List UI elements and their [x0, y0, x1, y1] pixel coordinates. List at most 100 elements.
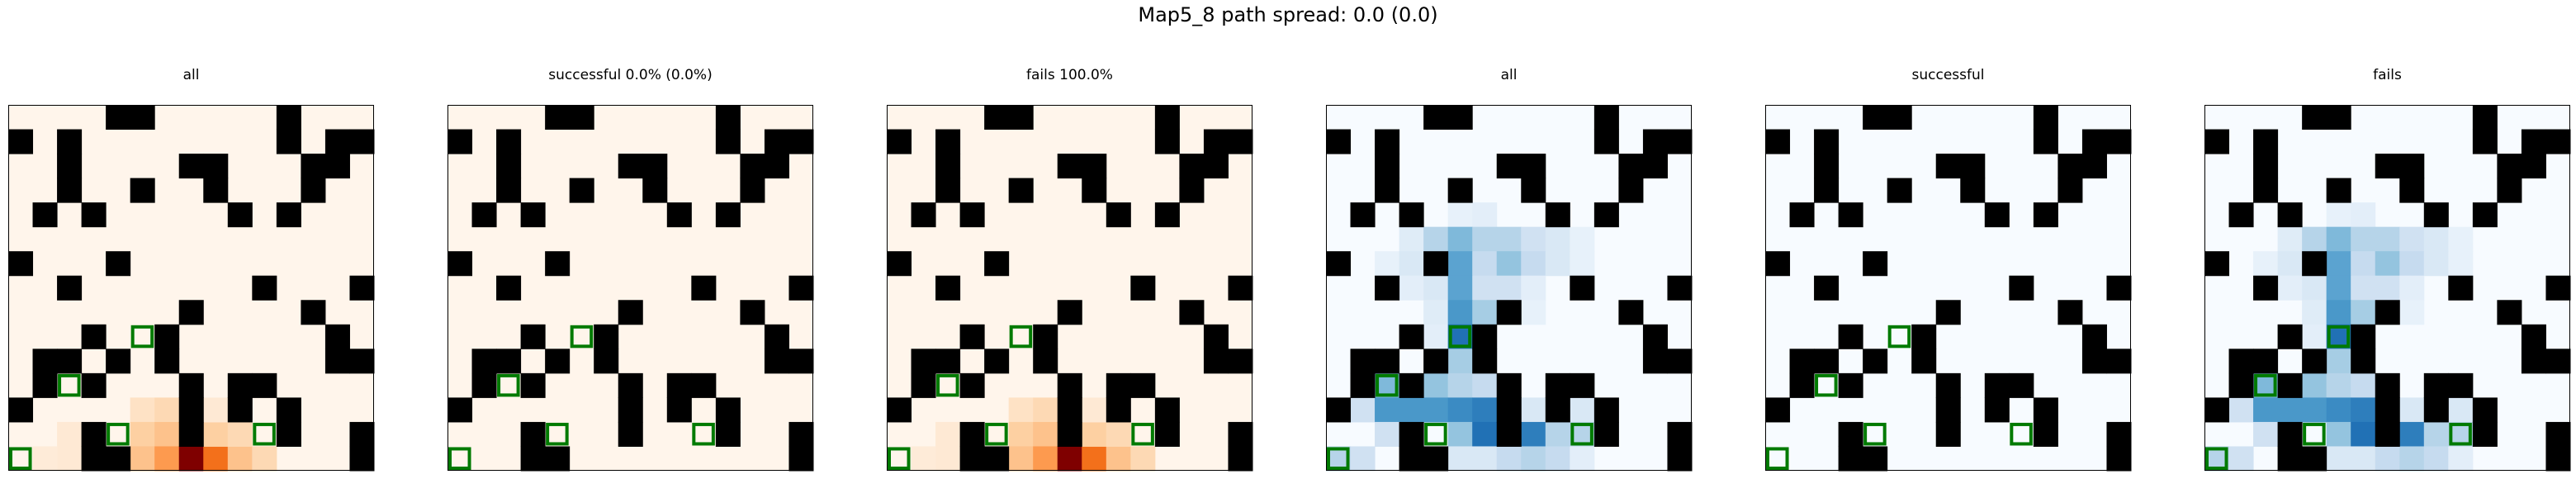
heatmap-cell — [1521, 251, 1546, 277]
wall-cell — [1399, 446, 1424, 472]
wall-cell — [520, 324, 546, 349]
wall-cell — [1545, 397, 1570, 423]
wall-cell — [569, 105, 594, 130]
wall-cell — [1496, 372, 1522, 398]
wall-cell — [349, 129, 375, 154]
wall-cell — [1911, 349, 1937, 374]
wall-cell — [130, 178, 155, 203]
wall-cell — [2057, 300, 2083, 325]
wall-cell — [1593, 397, 1619, 423]
wall-cell — [1838, 421, 1863, 447]
wall-cell — [959, 324, 985, 349]
wall-cell — [276, 129, 301, 154]
wall-cell — [1472, 349, 1498, 374]
heatmap-cell — [1472, 397, 1498, 423]
wall-cell — [764, 349, 789, 374]
wall-cell — [2081, 324, 2107, 349]
heatmap-cell — [2448, 446, 2474, 472]
wall-cell — [2448, 372, 2474, 398]
goal-marker — [2327, 325, 2351, 349]
wall-cell — [1375, 178, 1400, 203]
wall-cell — [1570, 372, 1595, 398]
wall-cell — [1521, 178, 1546, 203]
wall-cell — [1935, 300, 1961, 325]
wall-cell — [715, 397, 741, 423]
heatmap-cell — [1521, 446, 1546, 472]
wall-cell — [1863, 105, 1888, 130]
heatmap-cell — [1570, 251, 1595, 277]
wall-cell — [1984, 202, 2010, 228]
wall-cell — [1350, 349, 1376, 374]
heatmap-cell — [1472, 300, 1498, 325]
wall-cell — [1228, 421, 1253, 447]
wall-cell — [349, 349, 375, 374]
wall-cell — [520, 202, 546, 228]
goal-marker — [2254, 373, 2277, 397]
heatmap-cell — [1545, 421, 1570, 447]
wall-cell — [1423, 446, 1449, 472]
goal-marker — [1570, 422, 1593, 446]
wall-cell — [764, 129, 789, 154]
wall-cell — [57, 154, 83, 179]
wall-cell — [2351, 349, 2376, 374]
wall-cell — [1154, 105, 1180, 130]
wall-cell — [2228, 349, 2254, 374]
heatmap-cell — [1350, 397, 1376, 423]
wall-cell — [1350, 372, 1376, 398]
wall-cell — [2204, 129, 2230, 154]
wall-cell — [1887, 178, 1912, 203]
wall-cell — [8, 251, 34, 277]
wall-cell — [2497, 300, 2522, 325]
heatmap-cell — [2399, 446, 2425, 472]
wall-cell — [935, 129, 961, 154]
wall-cell — [1789, 202, 1815, 228]
wall-cell — [106, 251, 131, 277]
heatmap-cell — [1570, 446, 1595, 472]
wall-cell — [2106, 421, 2132, 447]
goal-marker — [936, 373, 959, 397]
heatmap-cell — [1423, 397, 1449, 423]
wall-cell — [1838, 202, 1863, 228]
wall-cell — [2302, 251, 2327, 277]
wall-cell — [1399, 324, 1424, 349]
heatmap-cell — [1472, 421, 1498, 447]
wall-cell — [715, 421, 741, 447]
wall-cell — [496, 129, 522, 154]
heatmap-cell — [2423, 226, 2449, 252]
wall-cell — [1228, 129, 1253, 154]
wall-cell — [1375, 275, 1400, 301]
wall-cell — [935, 275, 961, 301]
wall-cell — [764, 324, 789, 349]
wall-cell — [1447, 105, 1473, 130]
wall-cell — [276, 105, 301, 130]
wall-cell — [1545, 372, 1570, 398]
goal-marker — [448, 447, 471, 471]
wall-cell — [2423, 397, 2449, 423]
heatmap-cell — [1423, 372, 1449, 398]
wall-cell — [618, 154, 643, 179]
heatmap-frame — [447, 105, 813, 471]
wall-cell — [178, 300, 204, 325]
wall-cell — [1203, 324, 1229, 349]
wall-cell — [984, 446, 1010, 472]
goal-marker — [1009, 325, 1033, 349]
wall-cell — [2033, 397, 2058, 423]
wall-cell — [1130, 275, 1156, 301]
wall-cell — [2302, 349, 2327, 374]
heatmap-cell — [1472, 372, 1498, 398]
wall-cell — [1863, 251, 1888, 277]
wall-cell — [1154, 202, 1180, 228]
heatmap-frame — [8, 105, 374, 471]
wall-cell — [2033, 421, 2058, 447]
wall-cell — [691, 275, 717, 301]
heatmap-cell — [2351, 446, 2376, 472]
wall-cell — [1667, 275, 1693, 301]
heatmap-cell — [2326, 275, 2351, 301]
wall-cell — [447, 129, 473, 154]
heatmap-cell — [2326, 251, 2351, 277]
wall-cell — [1521, 154, 1546, 179]
wall-cell — [1814, 129, 1840, 154]
heatmap-cell — [1447, 349, 1473, 374]
wall-cell — [959, 421, 985, 447]
wall-cell — [911, 372, 936, 398]
